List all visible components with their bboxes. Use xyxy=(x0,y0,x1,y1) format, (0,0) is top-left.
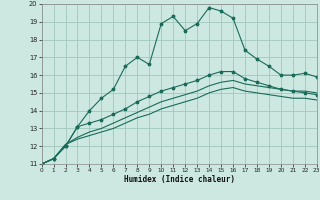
X-axis label: Humidex (Indice chaleur): Humidex (Indice chaleur) xyxy=(124,175,235,184)
